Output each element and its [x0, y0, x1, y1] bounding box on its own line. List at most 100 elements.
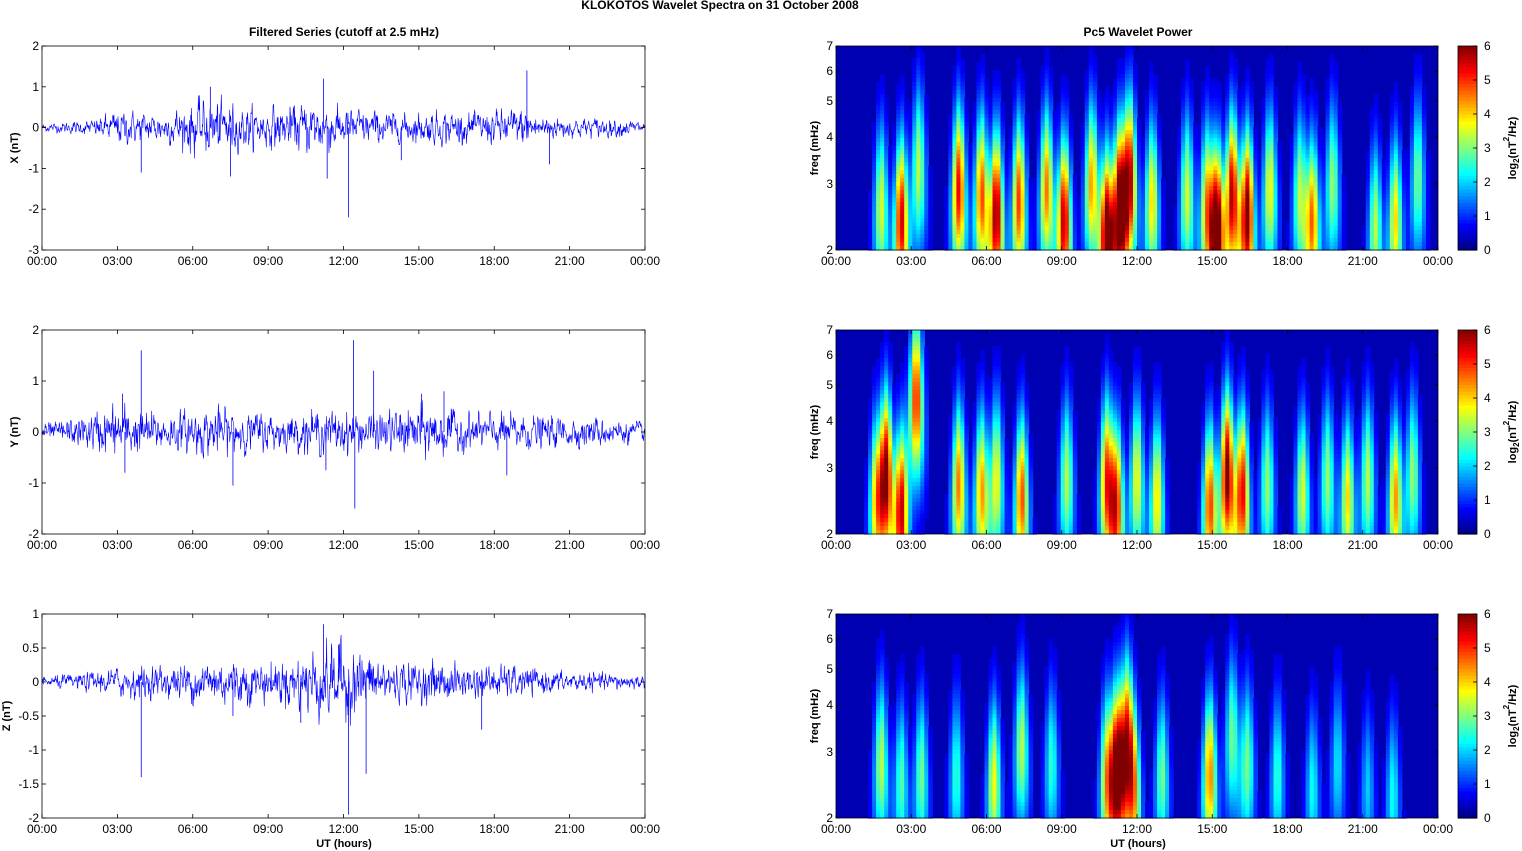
wavelet-cell: [920, 146, 925, 151]
wavelet-cell: [964, 138, 969, 143]
wavelet-cell: [1293, 106, 1299, 111]
wavelet-cell: [876, 118, 881, 123]
wavelet-cell: [1209, 110, 1214, 115]
wavelet-cell: [1040, 226, 1046, 231]
wavelet-cell: [1277, 198, 1283, 203]
wavelet-cell: [1181, 178, 1186, 183]
wavelet-cell: [904, 166, 909, 171]
wavelet-cell: [1401, 210, 1407, 215]
wavelet-cell: [956, 106, 961, 111]
wavelet-cell: [1241, 218, 1246, 223]
wavelet-cell: [1241, 110, 1246, 115]
wavelet-cell: [1241, 90, 1246, 95]
wavelet-cell: [1129, 50, 1134, 55]
wavelet-cell: [1185, 166, 1190, 171]
wavelet-cell: [1337, 126, 1343, 131]
wavelet-cell: [920, 110, 925, 115]
wavelet-cell: [1020, 142, 1026, 147]
wavelet-cell: [976, 186, 982, 191]
wavelet-cell: [1044, 54, 1050, 59]
wavelet-cell: [1185, 146, 1190, 151]
wavelet-cell: [1329, 206, 1335, 211]
wavelet-cell: [1301, 98, 1307, 103]
wavelet-cell: [1225, 94, 1230, 99]
wavelet-cell: [1016, 170, 1022, 175]
wavelet-cell: [1377, 118, 1383, 123]
wavelet-cell: [1329, 74, 1335, 79]
wavelet-cell: [996, 142, 1002, 147]
wavelet-cell: [872, 142, 877, 147]
wavelet-cell: [884, 122, 889, 127]
wavelet-cell: [1133, 182, 1138, 187]
wavelet-cell: [1265, 238, 1270, 243]
wavelet-cell: [1120, 106, 1126, 111]
wavelet-cell: [1189, 78, 1194, 83]
wavelet-cell: [1373, 234, 1379, 239]
wavelet-cell: [1068, 114, 1074, 119]
wavelet-cell: [1277, 210, 1283, 215]
wavelet-cell: [876, 194, 881, 199]
wavelet-cell: [1004, 166, 1010, 171]
wavelet-cell: [876, 162, 881, 167]
wavelet-cell: [1277, 246, 1283, 251]
wavelet-cell: [1129, 174, 1134, 179]
wavelet-cell: [1265, 182, 1270, 187]
wavelet-cell: [1217, 206, 1222, 211]
wavelet-cell: [1245, 154, 1250, 159]
wavelet-cell: [1149, 134, 1154, 139]
wavelet-cell: [1100, 158, 1106, 163]
wavelet-cell: [1373, 170, 1379, 175]
wavelet-cell: [1000, 106, 1006, 111]
wavelet-cell: [976, 226, 982, 231]
wavelet-cell: [952, 154, 957, 159]
wavelet-cell: [984, 90, 990, 95]
wavelet-cell: [1100, 242, 1106, 247]
wavelet-cell: [1397, 106, 1403, 111]
wavelet-cell: [1056, 166, 1062, 171]
wavelet-cell: [1072, 206, 1078, 211]
wavelet-cell: [1060, 106, 1066, 111]
wavelet-cell: [1129, 86, 1134, 91]
wavelet-cell: [984, 234, 990, 239]
wavelet-cell: [1265, 74, 1270, 79]
wavelet-cell: [1409, 154, 1415, 159]
wavelet-cell: [952, 170, 957, 175]
wavelet-cell: [1108, 166, 1114, 171]
wavelet-cell: [1096, 222, 1102, 227]
wavelet-cell: [1096, 198, 1102, 203]
wavelet-cell: [1024, 238, 1030, 243]
wavelet-cell: [988, 226, 994, 231]
wavelet-cell: [956, 82, 961, 87]
wavelet-cell: [908, 206, 913, 211]
wavelet-cell: [1421, 198, 1427, 203]
wavelet-cell: [1401, 234, 1407, 239]
wavelet-cell: [1181, 154, 1186, 159]
wavelet-cell: [1100, 106, 1106, 111]
wavelet-cell: [992, 238, 998, 243]
wavelet-cell: [1229, 70, 1234, 75]
wavelet-cell: [1044, 86, 1050, 91]
wavelet-cell: [912, 142, 917, 147]
wavelet-cell: [1321, 194, 1327, 199]
wavelet-cell: [1072, 222, 1078, 227]
wavelet-cell: [1333, 170, 1339, 175]
wavelet-cell: [1020, 158, 1026, 163]
wavelet-cell: [1092, 186, 1098, 191]
wavelet-cell: [1426, 178, 1431, 183]
wavelet-cell: [1317, 230, 1323, 235]
wavelet-cell: [1377, 166, 1383, 171]
wavelet-cell: [1048, 190, 1054, 195]
wavelet-cell: [1301, 218, 1307, 223]
wavelet-cell: [948, 234, 953, 239]
wavelet-cell: [1417, 142, 1423, 147]
wavelet-cell: [948, 166, 953, 171]
wavelet-cell: [1201, 178, 1206, 183]
wavelet-cell: [1104, 118, 1110, 123]
wavelet-cell: [880, 82, 885, 87]
wavelet-cell: [1024, 242, 1030, 247]
wavelet-cell: [996, 90, 1002, 95]
wavelet-cell: [920, 150, 925, 155]
wavelet-cell: [1325, 78, 1331, 83]
wavelet-cell: [1313, 122, 1319, 127]
wavelet-cell: [1413, 138, 1419, 143]
